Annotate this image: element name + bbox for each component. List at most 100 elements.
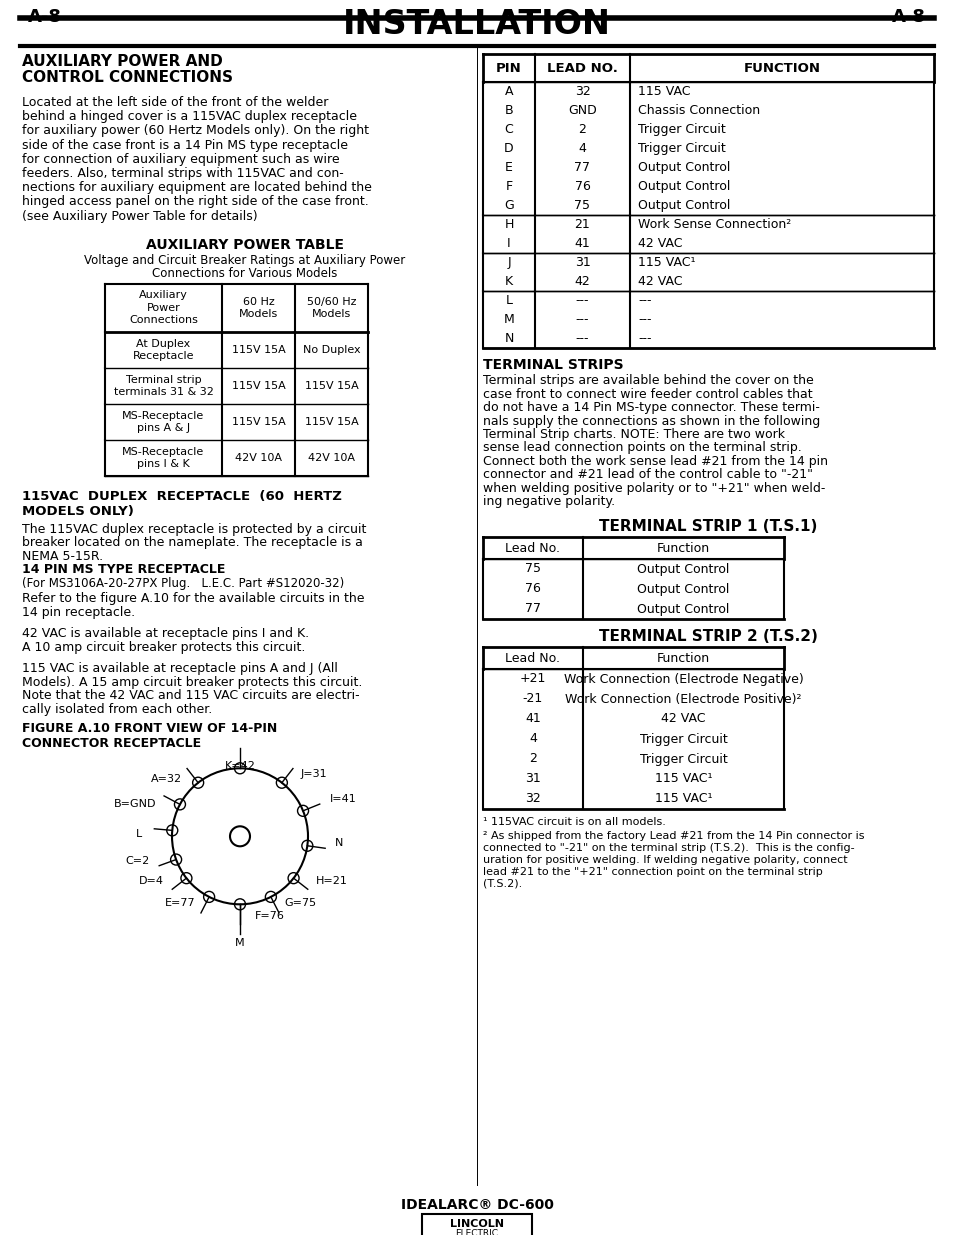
Text: side of the case front is a 14 Pin MS type receptacle: side of the case front is a 14 Pin MS ty… xyxy=(22,138,348,152)
Text: K=42: K=42 xyxy=(224,761,255,772)
Text: D=4: D=4 xyxy=(139,877,164,887)
Text: hinged access panel on the right side of the case front.: hinged access panel on the right side of… xyxy=(22,195,369,209)
Text: cally isolated from each other.: cally isolated from each other. xyxy=(22,703,212,716)
Text: ---: --- xyxy=(638,294,651,308)
Text: CONNECTOR RECEPTACLE: CONNECTOR RECEPTACLE xyxy=(22,737,201,751)
Text: case front to connect wire feeder control cables that: case front to connect wire feeder contro… xyxy=(482,388,812,400)
Text: Terminal strips are available behind the cover on the: Terminal strips are available behind the… xyxy=(482,374,813,387)
Text: ---: --- xyxy=(638,312,651,326)
Text: K: K xyxy=(504,275,513,288)
Text: 115 VAC¹: 115 VAC¹ xyxy=(654,773,712,785)
Text: Work Connection (Electrode Negative): Work Connection (Electrode Negative) xyxy=(563,673,802,685)
Text: No Duplex: No Duplex xyxy=(302,345,360,354)
Text: ELECTRIC: ELECTRIC xyxy=(455,1230,498,1235)
Text: do not have a 14 Pin MS-type connector. These termi-: do not have a 14 Pin MS-type connector. … xyxy=(482,401,819,414)
Text: 42 VAC: 42 VAC xyxy=(638,275,681,288)
Text: ¹ 115VAC circuit is on all models.: ¹ 115VAC circuit is on all models. xyxy=(482,818,665,827)
Text: 41: 41 xyxy=(574,237,590,249)
Text: Output Control: Output Control xyxy=(637,562,729,576)
Text: C: C xyxy=(504,124,513,136)
Text: At Duplex
Receptacle: At Duplex Receptacle xyxy=(132,338,194,361)
Text: A=32: A=32 xyxy=(151,773,182,783)
Text: A: A xyxy=(504,85,513,98)
Text: 14 pin receptacle.: 14 pin receptacle. xyxy=(22,606,135,619)
Text: Trigger Circuit: Trigger Circuit xyxy=(639,752,726,766)
Text: Chassis Connection: Chassis Connection xyxy=(638,104,760,117)
Text: -21: -21 xyxy=(522,693,542,705)
Text: TERMINAL STRIPS: TERMINAL STRIPS xyxy=(482,358,623,372)
Text: 115 VAC: 115 VAC xyxy=(638,85,690,98)
Text: D: D xyxy=(503,142,514,156)
Text: Trigger Circuit: Trigger Circuit xyxy=(639,732,726,746)
Text: Trigger Circuit: Trigger Circuit xyxy=(638,142,725,156)
Text: ---: --- xyxy=(576,294,589,308)
Text: Note that the 42 VAC and 115 VAC circuits are electri-: Note that the 42 VAC and 115 VAC circuit… xyxy=(22,689,359,703)
Text: nections for auxiliary equipment are located behind the: nections for auxiliary equipment are loc… xyxy=(22,182,372,194)
Text: Trigger Circuit: Trigger Circuit xyxy=(638,124,725,136)
Text: (For MS3106A-20-27PX Plug.   L.E.C. Part #S12020-32): (For MS3106A-20-27PX Plug. L.E.C. Part #… xyxy=(22,577,344,590)
Text: Work Sense Connection²: Work Sense Connection² xyxy=(638,219,790,231)
Text: FUNCTION: FUNCTION xyxy=(742,62,820,74)
Text: Output Control: Output Control xyxy=(637,603,729,615)
Text: Output Control: Output Control xyxy=(637,583,729,595)
Text: +21: +21 xyxy=(519,673,546,685)
Text: M: M xyxy=(235,939,245,948)
Text: CONTROL CONNECTIONS: CONTROL CONNECTIONS xyxy=(22,70,233,85)
Text: (see Auxiliary Power Table for details): (see Auxiliary Power Table for details) xyxy=(22,210,257,222)
Text: ---: --- xyxy=(576,312,589,326)
Text: J=31: J=31 xyxy=(300,768,327,778)
Text: Work Connection (Electrode Positive)²: Work Connection (Electrode Positive)² xyxy=(565,693,801,705)
Text: H: H xyxy=(504,219,513,231)
Text: B=GND: B=GND xyxy=(113,799,156,809)
Text: Function: Function xyxy=(657,541,709,555)
Text: N: N xyxy=(504,332,513,345)
Text: 21: 21 xyxy=(574,219,590,231)
Text: E: E xyxy=(504,161,513,174)
Text: feeders. Also, terminal strips with 115VAC and con-: feeders. Also, terminal strips with 115V… xyxy=(22,167,343,180)
Text: ing negative polarity.: ing negative polarity. xyxy=(482,495,615,509)
Text: Voltage and Circuit Breaker Ratings at Auxiliary Power: Voltage and Circuit Breaker Ratings at A… xyxy=(84,254,405,267)
Text: 42 VAC: 42 VAC xyxy=(638,237,681,249)
Text: Function: Function xyxy=(657,652,709,664)
Text: breaker located on the nameplate. The receptacle is a: breaker located on the nameplate. The re… xyxy=(22,536,362,550)
Text: (T.S.2).: (T.S.2). xyxy=(482,879,521,889)
Text: 115V 15A: 115V 15A xyxy=(304,416,358,427)
Text: 75: 75 xyxy=(574,199,590,212)
Text: Connections for Various Models: Connections for Various Models xyxy=(152,267,337,280)
Text: MS-Receptacle
pins I & K: MS-Receptacle pins I & K xyxy=(122,447,204,469)
Text: 4: 4 xyxy=(578,142,586,156)
Text: Terminal Strip charts. NOTE: There are two work: Terminal Strip charts. NOTE: There are t… xyxy=(482,429,784,441)
Text: LEAD NO.: LEAD NO. xyxy=(546,62,618,74)
Text: Output Control: Output Control xyxy=(638,161,730,174)
Text: 14 PIN MS TYPE RECEPTACLE: 14 PIN MS TYPE RECEPTACLE xyxy=(22,563,225,577)
Text: 115 VAC¹: 115 VAC¹ xyxy=(654,793,712,805)
Text: Models). A 15 amp circuit breaker protects this circuit.: Models). A 15 amp circuit breaker protec… xyxy=(22,676,362,689)
Text: 31: 31 xyxy=(524,773,540,785)
Text: sense lead connection points on the terminal strip.: sense lead connection points on the term… xyxy=(482,441,801,454)
Text: nals supply the connections as shown in the following: nals supply the connections as shown in … xyxy=(482,415,820,427)
Text: LINCOLN: LINCOLN xyxy=(450,1219,503,1229)
Text: TERMINAL STRIP 2 (T.S.2): TERMINAL STRIP 2 (T.S.2) xyxy=(598,629,817,643)
Text: The 115VAC duplex receptacle is protected by a circuit: The 115VAC duplex receptacle is protecte… xyxy=(22,522,366,536)
Text: Output Control: Output Control xyxy=(638,180,730,193)
Text: FIGURE A.10 FRONT VIEW OF 14-PIN: FIGURE A.10 FRONT VIEW OF 14-PIN xyxy=(22,722,277,735)
Text: 77: 77 xyxy=(524,603,540,615)
Text: L: L xyxy=(136,829,142,839)
Text: 115 VAC¹: 115 VAC¹ xyxy=(638,256,695,269)
Text: 115 VAC is available at receptacle pins A and J (All: 115 VAC is available at receptacle pins … xyxy=(22,662,337,676)
Text: Terminal strip
terminals 31 & 32: Terminal strip terminals 31 & 32 xyxy=(113,374,213,396)
Text: I=41: I=41 xyxy=(330,794,356,804)
Text: C=2: C=2 xyxy=(125,856,149,866)
Text: NEMA 5-15R.: NEMA 5-15R. xyxy=(22,550,103,563)
Text: I: I xyxy=(507,237,510,249)
Text: 2: 2 xyxy=(529,752,537,766)
Text: L: L xyxy=(505,294,512,308)
Text: Auxiliary
Power
Connections: Auxiliary Power Connections xyxy=(129,290,197,325)
Text: TERMINAL STRIP 1 (T.S.1): TERMINAL STRIP 1 (T.S.1) xyxy=(598,519,817,534)
Text: A-8: A-8 xyxy=(28,7,62,26)
Text: 4: 4 xyxy=(529,732,537,746)
Text: 31: 31 xyxy=(574,256,590,269)
Text: Output Control: Output Control xyxy=(638,199,730,212)
Text: 115V 15A: 115V 15A xyxy=(232,380,285,390)
Text: PIN: PIN xyxy=(496,62,521,74)
